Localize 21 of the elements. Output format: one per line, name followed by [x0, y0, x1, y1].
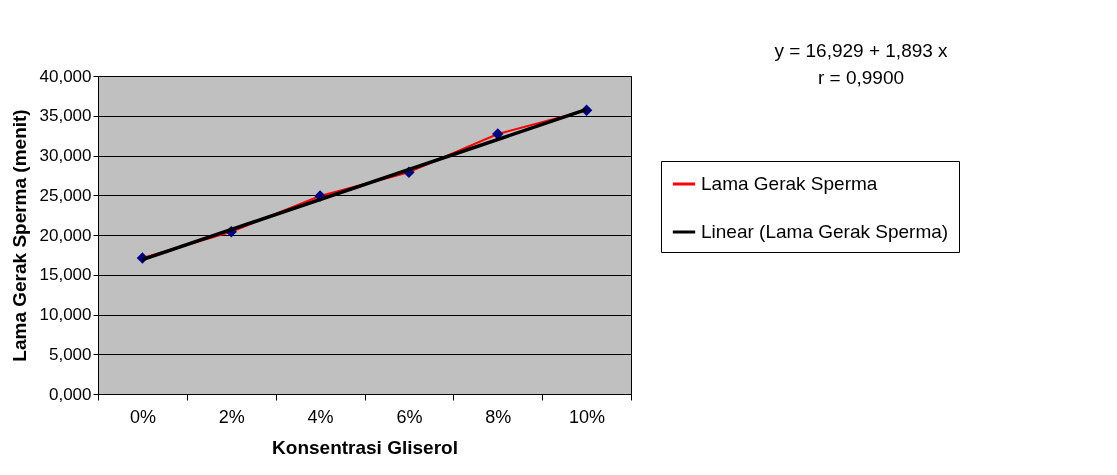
- y-tick-label: 35,000: [39, 106, 92, 126]
- y-tick-label: 20,000: [39, 225, 92, 245]
- y-tick-label: 5,000: [48, 344, 92, 364]
- legend-label: Linear (Lama Gerak Sperma): [701, 221, 949, 242]
- x-tick-label: 6%: [396, 406, 423, 427]
- legend-label: Lama Gerak Sperma: [701, 173, 878, 194]
- x-tick-label: 8%: [485, 406, 512, 427]
- y-tick-label: 40,000: [39, 66, 92, 86]
- x-tick-label: 2%: [218, 406, 245, 427]
- x-axis-title: Konsentrasi Gliserol: [272, 436, 458, 458]
- y-tick-label: 10,000: [39, 305, 92, 324]
- x-tick-label: 10%: [569, 406, 606, 427]
- y-tick-label: 0,000: [48, 384, 92, 404]
- x-tick-label: 0%: [129, 406, 156, 427]
- text: y = 16,929 + 1,893 x: [774, 40, 949, 61]
- y-axis-title: Lama Gerak Sperma (menit): [8, 109, 30, 362]
- x-tick-label: 4%: [307, 406, 334, 427]
- y-tick-label: 30,000: [39, 146, 92, 165]
- text: r = 0,9900: [817, 67, 905, 88]
- y-tick-label: 25,000: [39, 185, 92, 205]
- y-tick-label: 15,000: [39, 265, 92, 285]
